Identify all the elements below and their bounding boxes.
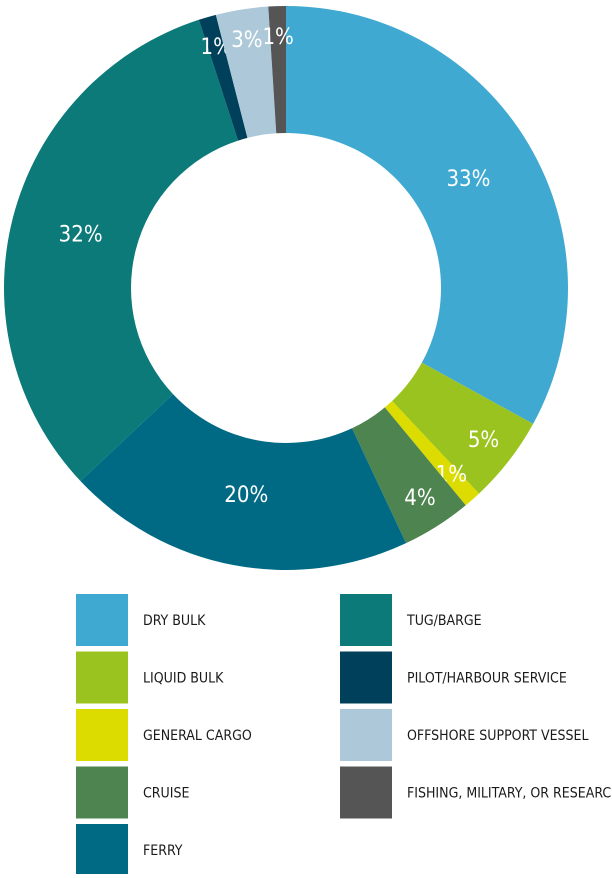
slice-label: 5%: [468, 428, 499, 453]
donut-slice: [198, 14, 248, 141]
donut-slice: [392, 362, 534, 494]
legend-swatch: [76, 824, 128, 876]
legend-swatch: [76, 709, 128, 761]
legend-swatch: [340, 651, 392, 704]
donut-slice: [286, 6, 568, 424]
legend-label: FISHING, MILITARY, OR RESEARCH: [407, 786, 612, 802]
legend-swatch: [76, 651, 128, 704]
slice-label: 1%: [262, 25, 293, 50]
slice-label: 20%: [224, 483, 268, 508]
legend-label: DRY BULK: [143, 613, 206, 629]
legend-label: OFFSHORE SUPPORT VESSEL: [407, 728, 589, 744]
donut-slice: [215, 6, 277, 138]
legend-swatch: [340, 709, 392, 761]
donut-slice: [351, 407, 466, 544]
donut-slice: [80, 394, 407, 571]
donut-slice: [384, 400, 480, 506]
legend-label: CRUISE: [143, 786, 189, 802]
legend-label: PILOT/HARBOUR SERVICE: [407, 671, 567, 687]
legend-label: TUG/BARGE: [406, 613, 482, 629]
legend-swatch: [340, 766, 392, 819]
legend-label: LIQUID BULK: [143, 671, 224, 687]
legend-label: FERRY: [143, 843, 183, 859]
donut-slice: [3, 19, 239, 482]
slice-label: 4%: [404, 486, 435, 511]
slice-label: 3%: [231, 28, 262, 53]
slice-label: 32%: [59, 222, 103, 247]
legend-label: GENERAL CARGO: [143, 728, 252, 744]
legend-swatch: [76, 766, 128, 819]
legend-swatch: [340, 594, 392, 646]
donut-slice: [268, 6, 286, 134]
slice-label: 33%: [446, 167, 490, 192]
legend-swatch: [76, 594, 128, 646]
